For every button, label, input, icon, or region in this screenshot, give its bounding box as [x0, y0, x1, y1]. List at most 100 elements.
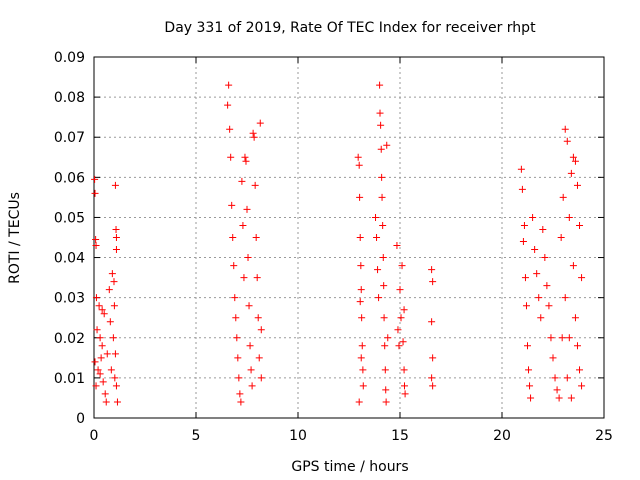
- data-point: [231, 294, 239, 302]
- data-point: [379, 254, 387, 262]
- data-point: [524, 342, 531, 350]
- data-point: [355, 398, 363, 406]
- y-tick-label: 0.02: [54, 331, 85, 347]
- data-point: [247, 366, 255, 374]
- data-point: [393, 242, 401, 250]
- data-point: [543, 282, 551, 290]
- y-tick-label: 0.08: [54, 90, 85, 106]
- data-point: [237, 398, 245, 406]
- data-point: [108, 270, 116, 278]
- data-point: [565, 213, 573, 221]
- grid: [94, 57, 604, 418]
- data-point: [539, 225, 547, 233]
- data-point: [559, 193, 567, 201]
- data-point: [113, 398, 121, 406]
- data-point: [428, 374, 436, 382]
- data-point: [92, 236, 100, 244]
- data-point: [241, 153, 249, 161]
- data-point: [243, 205, 251, 213]
- data-point: [102, 398, 110, 406]
- data-point: [527, 394, 535, 402]
- data-point: [549, 354, 557, 362]
- data-point: [565, 334, 573, 342]
- data-point: [553, 386, 561, 394]
- data-point: [376, 109, 384, 117]
- data-point: [91, 175, 99, 183]
- data-point: [356, 193, 364, 201]
- data-point: [355, 161, 363, 169]
- data-point: [92, 382, 100, 390]
- data-point: [359, 366, 367, 374]
- data-point: [96, 334, 104, 342]
- data-point: [526, 382, 534, 390]
- data-point: [238, 177, 246, 185]
- data-point: [520, 221, 528, 229]
- data-point: [383, 141, 391, 149]
- data-point: [109, 334, 117, 342]
- data-point: [227, 153, 235, 161]
- data-point: [228, 201, 236, 209]
- data-point: [547, 334, 555, 342]
- data-point: [106, 318, 114, 326]
- data-point: [379, 221, 387, 229]
- x-tick-label: 20: [493, 428, 511, 444]
- data-point: [112, 225, 120, 233]
- data-point: [249, 129, 257, 137]
- data-point: [374, 266, 382, 274]
- data-point: [96, 370, 104, 378]
- y-tick-label: 0.01: [54, 371, 85, 387]
- data-point: [234, 354, 242, 362]
- data-point: [101, 390, 109, 398]
- data-point: [248, 382, 256, 390]
- data-point: [236, 390, 244, 398]
- data-points: [91, 81, 586, 406]
- data-point: [224, 101, 232, 109]
- data-point: [97, 354, 105, 362]
- data-point: [400, 366, 408, 374]
- x-tick-label: 25: [595, 428, 613, 444]
- data-point: [110, 278, 118, 286]
- data-point: [255, 354, 263, 362]
- data-point: [531, 246, 539, 254]
- data-point: [107, 366, 115, 374]
- data-point: [537, 314, 545, 322]
- data-point: [94, 366, 102, 374]
- data-point: [375, 294, 383, 302]
- data-point: [244, 254, 252, 262]
- data-point: [240, 274, 248, 282]
- data-point: [111, 350, 119, 358]
- data-point: [381, 342, 389, 350]
- y-tick-label: 0.06: [54, 170, 85, 186]
- data-point: [378, 193, 386, 201]
- data-point: [356, 234, 364, 241]
- data-point: [112, 246, 120, 254]
- y-tick-label: 0.09: [54, 50, 85, 66]
- data-point: [251, 181, 259, 189]
- data-point: [91, 358, 99, 366]
- data-point: [98, 342, 106, 350]
- data-point: [522, 302, 530, 310]
- y-tick-label: 0.07: [54, 130, 85, 146]
- data-point: [91, 189, 99, 197]
- data-point: [250, 133, 258, 141]
- data-point: [399, 338, 407, 346]
- data-point: [256, 119, 264, 127]
- data-point: [92, 242, 100, 250]
- data-point: [397, 314, 405, 322]
- data-point: [245, 302, 253, 310]
- data-point: [380, 282, 388, 290]
- data-point: [400, 382, 408, 390]
- data-point: [555, 394, 563, 402]
- data-point: [400, 306, 408, 314]
- data-point: [356, 298, 364, 306]
- x-tick-label: 15: [391, 428, 409, 444]
- data-point: [99, 378, 107, 386]
- data-point: [257, 326, 265, 334]
- data-point: [382, 386, 390, 394]
- y-tick-label: 0.03: [54, 291, 85, 307]
- data-point: [246, 342, 254, 350]
- y-axis-label: ROTI / TECUs: [7, 192, 23, 284]
- data-point: [111, 374, 119, 382]
- y-tick-label: 0: [76, 411, 85, 427]
- data-point: [384, 334, 392, 342]
